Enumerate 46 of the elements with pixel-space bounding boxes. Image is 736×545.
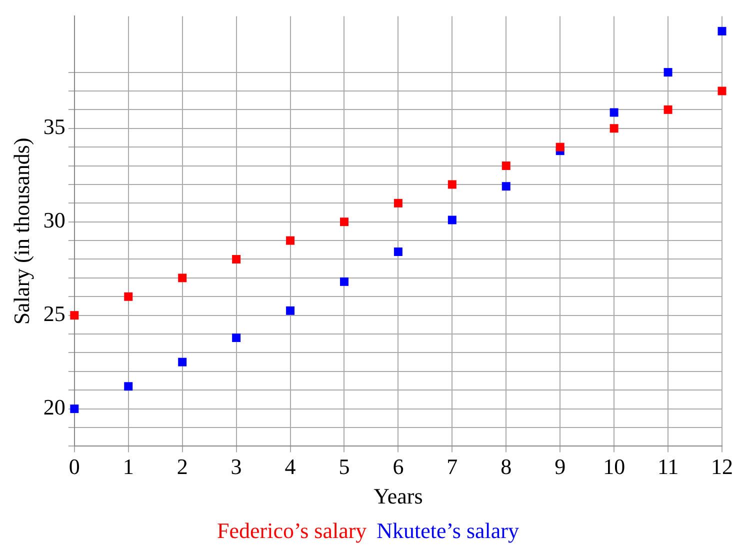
point	[448, 216, 456, 224]
x-tick-label: 5	[338, 454, 350, 480]
point	[394, 248, 402, 256]
point	[124, 292, 133, 301]
x-tick-label: 6	[392, 454, 404, 480]
x-tick-label: 8	[500, 454, 512, 480]
text: Nkutete’s salary	[376, 518, 520, 543]
x-tick-label: 2	[176, 454, 188, 480]
y-tick-label: 20	[43, 394, 66, 420]
point	[664, 105, 672, 114]
point	[70, 311, 79, 320]
point	[502, 182, 510, 191]
y-tick-label: 30	[43, 208, 66, 233]
point	[232, 255, 241, 264]
y-tick-label: 25	[43, 301, 66, 326]
point	[556, 142, 564, 152]
x-tick-label: 4	[284, 454, 296, 480]
point	[232, 334, 241, 342]
x-tick-label: 11	[657, 454, 679, 480]
point	[286, 236, 295, 245]
point	[718, 86, 726, 96]
x-tick-label: 12	[711, 454, 733, 480]
point	[340, 218, 348, 226]
point	[124, 382, 133, 391]
point	[664, 68, 672, 77]
point	[718, 26, 726, 36]
point	[178, 274, 187, 282]
point	[502, 162, 510, 170]
x-tick-label: 7	[446, 454, 458, 480]
point	[448, 180, 456, 189]
x-axis-title: Years	[374, 484, 423, 509]
point	[178, 358, 187, 366]
point	[394, 198, 402, 208]
text: Federico’s salary	[216, 518, 367, 543]
x-tick-label: 1	[122, 454, 134, 480]
x-tick-label: 3	[230, 454, 242, 480]
point	[286, 306, 295, 315]
x-tick-label: 10	[603, 454, 626, 480]
x-tick-label: 0	[68, 454, 80, 480]
point	[610, 108, 618, 117]
y-axis-title: Salary (in thousands)	[8, 138, 34, 325]
y-tick-label: 35	[43, 114, 66, 140]
point	[610, 124, 618, 133]
point	[340, 277, 348, 286]
point	[70, 404, 79, 414]
x-tick-label: 9	[554, 454, 566, 480]
